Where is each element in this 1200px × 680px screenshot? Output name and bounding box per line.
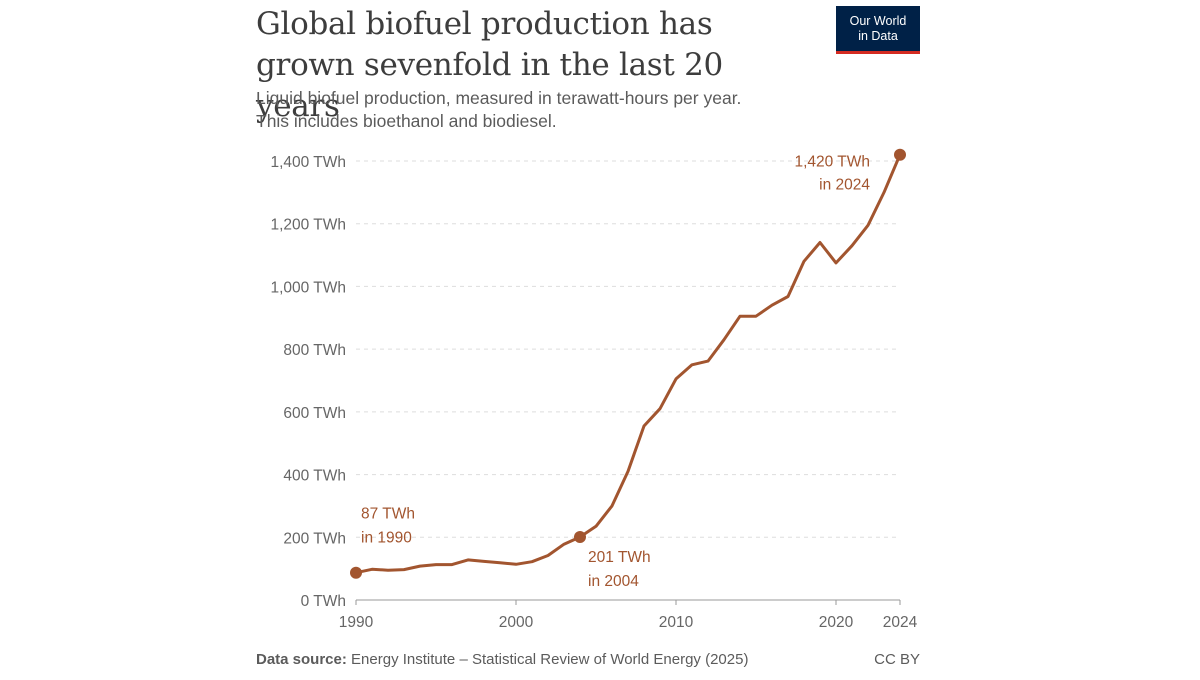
annotation-value: 1,420 TWh [794,154,870,171]
series-layer [354,153,902,575]
x-tick-label: 2010 [659,614,694,631]
y-tick-label: 600 TWh [283,405,346,422]
owid-logo[interactable]: Our World in Data [836,6,920,54]
annotation-year: in 2004 [588,573,639,590]
annotation-value: 87 TWh [361,506,415,523]
license-link[interactable]: CC BY [874,651,920,668]
y-tick-label: 1,400 TWh [270,154,346,171]
x-tick-label: 2024 [883,614,918,631]
data-point-marker [894,148,906,161]
x-tick-label: 1990 [339,614,374,631]
data-point-marker [574,530,586,543]
source-label: Data source: [256,651,347,668]
annotation-year: in 2024 [819,177,870,194]
y-tick-label: 1,000 TWh [270,279,346,296]
x-tick-label: 2020 [819,614,854,631]
logo-line-2: in Data [858,29,898,43]
annotations: 87 TWh in 1990 201 TWh in 2004 1,420 TWh in 2… [350,148,906,590]
line-chart: 0 TWh 200 TWh 400 TWh 600 TWh 800 TWh 1,000 T… [270,148,918,631]
y-tick-label: 1,200 TWh [270,217,346,234]
x-tick-label: 2000 [499,614,534,631]
y-axis-ticks: 0 TWh 200 TWh 400 TWh 600 TWh 800 TWh 1,000 T… [270,154,346,610]
source-text[interactable]: Energy Institute – Statistical Review of… [351,651,749,668]
annotation-value: 201 TWh [588,549,651,566]
data-point-marker [350,566,362,579]
subtitle-line-2: This includes bioethanol and biodiesel. [256,111,557,131]
series-line [354,153,902,575]
y-tick-label: 0 TWh [301,593,346,610]
annotation-year: in 1990 [361,530,412,547]
subtitle-line-1: Liquid biofuel production, measured in t… [256,88,742,108]
y-tick-label: 400 TWh [283,468,346,485]
y-tick-label: 800 TWh [283,342,346,359]
chart-title: Global biofuel production has grown seve… [256,6,723,124]
logo-line-1: Our World [849,14,907,28]
x-axis-ticks: 1990 2000 2010 2020 2024 [339,600,918,631]
chart-card: Global biofuel production has grown seve… [256,0,922,680]
chart-footer: Data source: Energy Institute – Statisti… [256,651,920,668]
y-tick-label: 200 TWh [283,530,346,547]
chart-subtitle: Liquid biofuel production, measured in t… [256,87,876,133]
gridlines [356,160,900,601]
